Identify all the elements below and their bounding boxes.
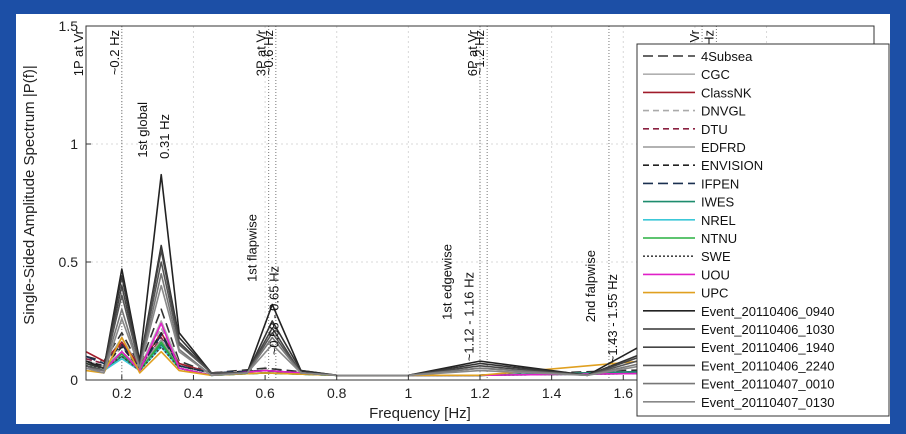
legend-entry: ENVISION [701,158,763,173]
series-line [86,327,839,377]
spectrum-chart: 0.20.40.60.811.21.41.61.8200.511.5Freque… [21,18,890,422]
legend-entry: 4Subsea [701,49,753,64]
chart-panel: 0.20.40.60.811.21.41.61.8200.511.5Freque… [16,14,890,424]
x-tick-label: 1.4 [542,385,562,401]
reference-line-label: 3P at Vr [254,29,269,76]
y-tick-label: 0 [70,372,78,388]
reference-line-label: 6P at Vr [465,29,480,76]
x-tick-label: 1.2 [470,385,490,401]
legend-entry: Event_20110407_0130 [701,395,835,410]
legend-entry: Event_20110406_1030 [701,322,835,337]
legend-entry: UPC [701,286,728,301]
reference-line-label: ~0.6 Hz [261,30,276,75]
x-tick-label: 1 [404,385,412,401]
legend-entry: IWES [701,195,735,210]
mode-annotation: ~0.58 - 0.65 Hz [266,266,281,355]
legend-entry: CGC [701,67,730,82]
legend-entry: Event_20110406_1940 [701,340,835,355]
mode-annotation: 0.31 Hz [157,114,172,159]
y-tick-label: 1 [70,136,78,152]
legend-entry: NTNU [701,231,737,246]
legend-entry: UOU [701,267,730,282]
reference-line-label: 1P at Vr [71,29,86,76]
mode-annotation: 2nd falpwise [583,250,598,322]
x-tick-label: 0.4 [184,385,204,401]
y-axis-label: Single-Sided Amplitude Spectrum |P(f)| [21,65,38,325]
legend-entry: EDFRD [701,140,746,155]
x-tick-label: 0.6 [255,385,275,401]
legend-entry: Event_20110407_0010 [701,377,835,392]
legend-entry: Event_20110406_2240 [701,358,835,373]
mode-annotation: 1st edgewise [440,244,455,320]
legend-entry: IFPEN [701,176,739,191]
reference-line-label: ~1.2 Hz [472,30,487,75]
y-tick-label: 1.5 [59,18,79,34]
legend-entry: DNVGL [701,104,746,119]
mode-annotation: 1st flapwise [244,214,259,282]
series-line [86,322,839,377]
x-tick-label: 0.2 [112,385,132,401]
mode-annotation: ~1.12 - 1.16 Hz [462,272,477,361]
series-line [86,331,839,377]
legend-box [636,43,890,417]
legend-entry: Event_20110406_0940 [701,304,835,319]
legend-entry: SWE [701,249,731,264]
legend-entry: ClassNK [701,85,752,100]
x-tick-label: 0.8 [327,385,347,401]
x-tick-label: 1.6 [614,385,634,401]
mode-annotation: ~1.43 - 1.55 Hz [605,274,620,363]
legend-entry: NREL [701,213,736,228]
x-axis-label: Frequency [Hz] [369,405,471,422]
reference-line-label: ~0.2 Hz [107,30,122,75]
mode-annotation: 1st global [135,102,150,158]
legend-entry: DTU [701,122,728,137]
y-tick-label: 0.5 [59,254,79,270]
